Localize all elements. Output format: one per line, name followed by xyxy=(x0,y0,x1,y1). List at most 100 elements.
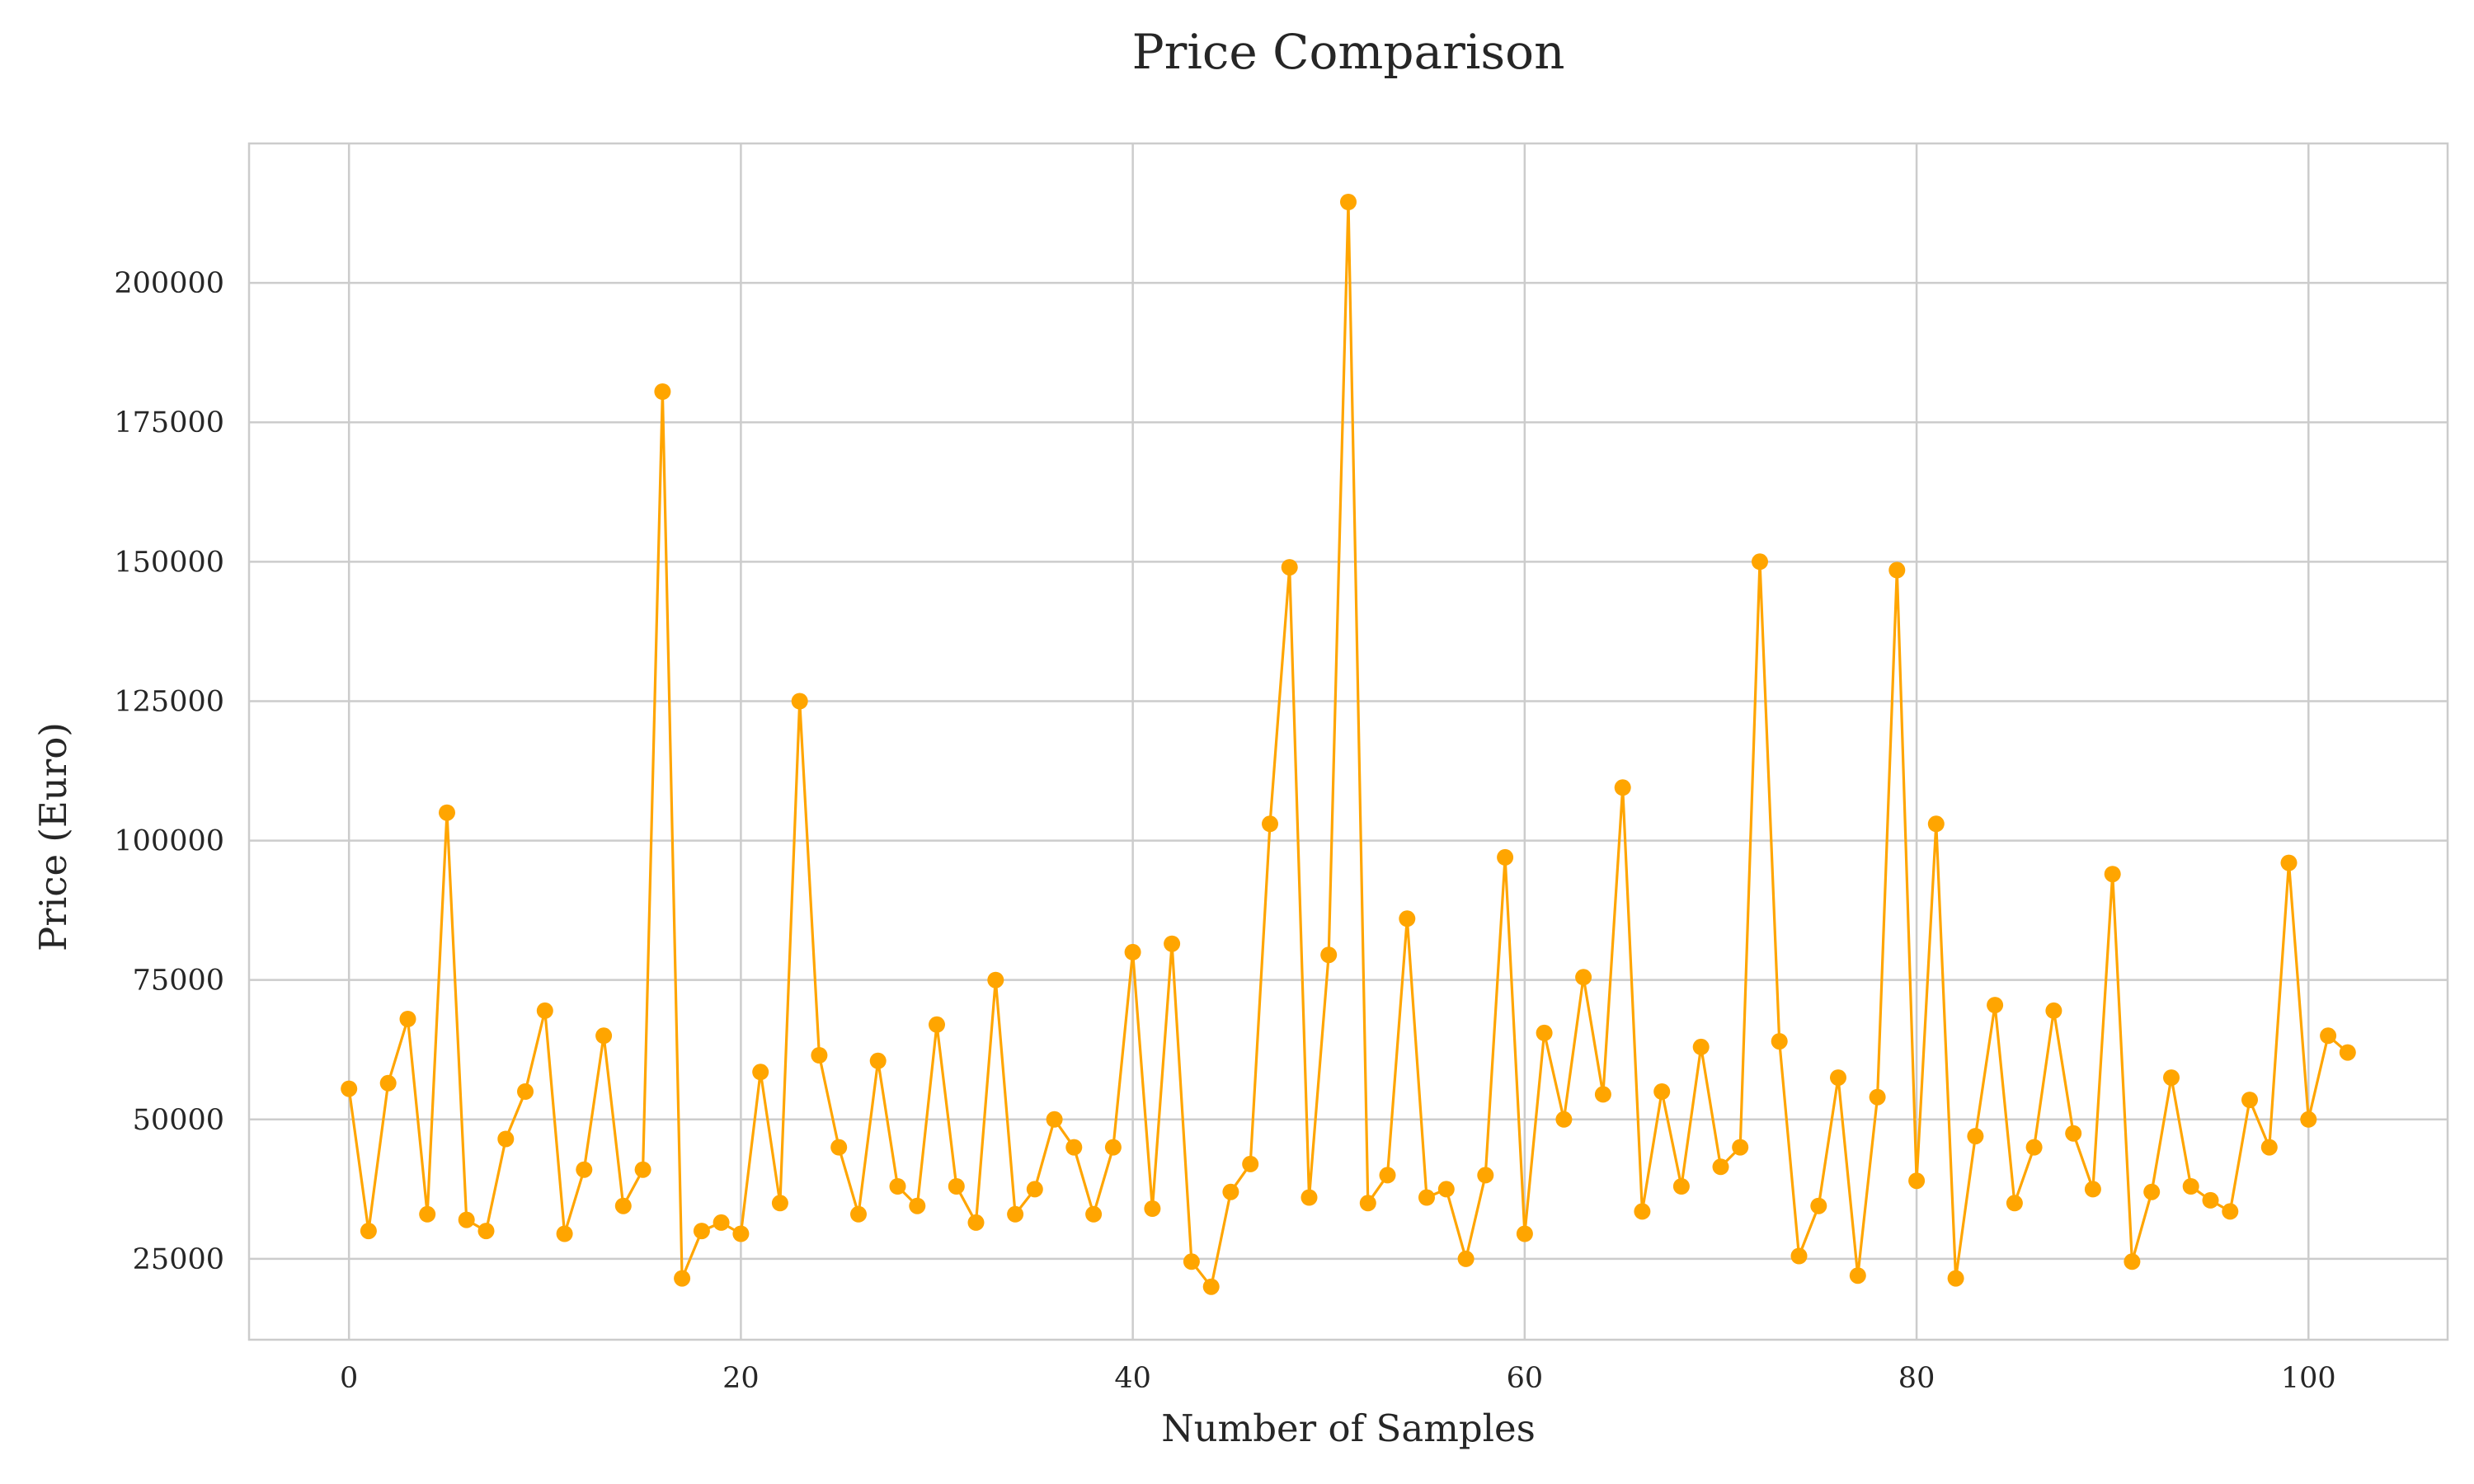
data-point xyxy=(1300,1189,1318,1206)
data-point xyxy=(1477,1167,1494,1184)
data-point xyxy=(2104,866,2121,883)
data-point xyxy=(1594,1086,1611,1103)
y-tick-label: 50000 xyxy=(133,1104,224,1137)
data-point xyxy=(869,1052,887,1069)
data-point xyxy=(1987,997,2004,1014)
data-point xyxy=(1752,553,1768,571)
data-point xyxy=(556,1225,573,1242)
data-point xyxy=(2202,1191,2219,1209)
data-point xyxy=(2045,1002,2062,1019)
data-point xyxy=(1810,1197,1827,1214)
data-point xyxy=(1555,1111,1573,1128)
x-tick-label: 100 xyxy=(2281,1362,2336,1395)
data-point xyxy=(360,1223,377,1240)
data-point xyxy=(2300,1111,2317,1128)
data-point xyxy=(2260,1139,2278,1156)
data-point xyxy=(2163,1069,2180,1087)
data-point xyxy=(850,1205,867,1223)
data-point xyxy=(1085,1205,1103,1223)
data-point xyxy=(1437,1181,1455,1198)
data-point xyxy=(654,383,671,400)
data-point xyxy=(477,1223,495,1240)
data-point xyxy=(1634,1203,1651,1220)
data-point xyxy=(2182,1178,2199,1195)
data-point xyxy=(1653,1083,1671,1100)
data-point xyxy=(811,1047,828,1064)
data-point xyxy=(1927,815,1945,833)
data-point xyxy=(1164,935,1181,952)
data-point xyxy=(1516,1225,1533,1242)
plot-area-frame xyxy=(247,142,2449,1341)
data-point xyxy=(1340,194,1357,210)
data-point xyxy=(1399,910,1416,928)
y-tick-label: 200000 xyxy=(114,267,224,300)
data-point xyxy=(2339,1044,2356,1061)
data-point xyxy=(2084,1181,2101,1198)
tick-labels: 0 20 40 60 80 100 25000 50000 75000 100000 125000 1… xyxy=(114,267,2335,1395)
data-point xyxy=(439,804,455,821)
data-point xyxy=(2006,1195,2023,1212)
data-point xyxy=(1457,1250,1475,1267)
data-point xyxy=(1869,1088,1886,1106)
data-point xyxy=(419,1205,436,1223)
y-tick-label: 100000 xyxy=(114,825,224,858)
data-point xyxy=(1065,1139,1083,1156)
data-point xyxy=(1026,1181,1043,1198)
data-point xyxy=(909,1197,926,1214)
data-point xyxy=(1007,1205,1024,1223)
data-point xyxy=(1046,1111,1063,1128)
data-point xyxy=(1830,1069,1846,1087)
x-tick-label: 0 xyxy=(340,1362,358,1395)
data-point xyxy=(1692,1038,1710,1055)
data-point xyxy=(1379,1167,1396,1184)
x-tick-label: 60 xyxy=(1507,1362,1544,1395)
data-point xyxy=(1183,1253,1200,1270)
data-point xyxy=(341,1080,358,1097)
data-point xyxy=(2025,1139,2043,1156)
x-axis-label: Number of Samples xyxy=(1161,1407,1536,1450)
data-point xyxy=(379,1074,397,1092)
data-point xyxy=(497,1130,515,1148)
data-point xyxy=(693,1223,710,1240)
data-point xyxy=(1242,1155,1259,1172)
data-point xyxy=(1124,943,1141,960)
data-point xyxy=(517,1083,534,1100)
data-point xyxy=(2320,1027,2337,1045)
y-tick-label: 75000 xyxy=(133,965,224,998)
data-point xyxy=(1575,969,1592,986)
data-point xyxy=(614,1197,632,1214)
grid xyxy=(249,143,2448,1340)
data-point xyxy=(967,1214,985,1231)
y-tick-label: 150000 xyxy=(114,546,224,579)
data-point xyxy=(2241,1092,2258,1109)
data-point xyxy=(889,1178,906,1195)
data-point xyxy=(1144,1200,1161,1217)
data-point xyxy=(1262,815,1278,833)
data-point xyxy=(771,1195,788,1212)
data-point xyxy=(1359,1195,1376,1212)
y-tick-label: 25000 xyxy=(133,1243,224,1276)
x-tick-label: 80 xyxy=(1898,1362,1935,1395)
data-point xyxy=(929,1016,945,1033)
data-point xyxy=(713,1214,730,1231)
data-point xyxy=(1614,779,1631,796)
data-point xyxy=(1732,1139,1749,1156)
data-point xyxy=(1222,1183,1239,1200)
data-point xyxy=(732,1225,750,1242)
data-point xyxy=(674,1270,691,1287)
x-tick-label: 20 xyxy=(722,1362,760,1395)
data-point xyxy=(2143,1183,2161,1200)
series-layer xyxy=(341,194,2356,1295)
data-point xyxy=(576,1161,593,1178)
data-point xyxy=(1418,1189,1435,1206)
data-point xyxy=(1712,1158,1729,1176)
data-point xyxy=(752,1064,769,1081)
data-point xyxy=(1849,1267,1866,1284)
data-point xyxy=(1947,1270,1964,1287)
y-tick-label: 175000 xyxy=(114,406,224,439)
data-point xyxy=(634,1161,651,1178)
data-point xyxy=(2124,1253,2141,1270)
data-point xyxy=(1320,946,1338,964)
